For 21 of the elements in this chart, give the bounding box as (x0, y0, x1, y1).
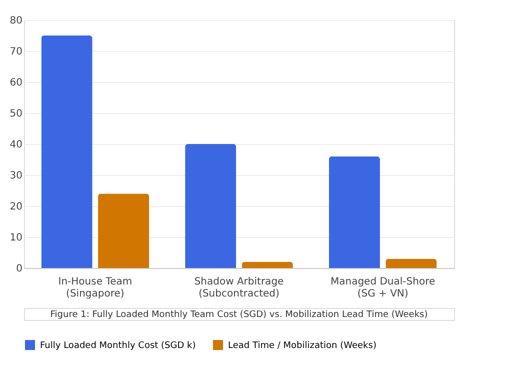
y-tick-label: 10 (10, 232, 22, 244)
y-tick-label: 80 (10, 16, 22, 26)
y-tick-label: 20 (10, 202, 22, 212)
bar (242, 262, 293, 268)
y-tick-label: 30 (10, 170, 22, 182)
legend-label: Fully Loaded Monthly Cost (SGD k) (40, 341, 196, 351)
x-tick-label: In-House Team (Singapore) (58, 276, 132, 300)
y-tick-label: 50 (10, 108, 22, 120)
x-tick-label: Managed Dual-Shore (SG + VN) (330, 276, 436, 300)
legend-label: Lead Time / Mobilization (Weeks) (228, 341, 376, 351)
y-tick-label: 60 (10, 78, 22, 88)
bar (386, 258, 437, 268)
bar (328, 156, 380, 268)
bar (185, 144, 236, 268)
x-tick-label: Shadow Arbitrage (Subcontracted) (194, 276, 284, 300)
y-tick-label: 70 (10, 46, 22, 58)
bar (41, 36, 92, 268)
bar (98, 194, 150, 268)
y-tick-label: 0 (16, 264, 22, 274)
caption: Figure 1: Fully Loaded Monthly Team Cost (SGD) vs. Mobilization Lead Time (Weeks) (50, 310, 428, 320)
y-tick-label: 40 (10, 140, 22, 150)
